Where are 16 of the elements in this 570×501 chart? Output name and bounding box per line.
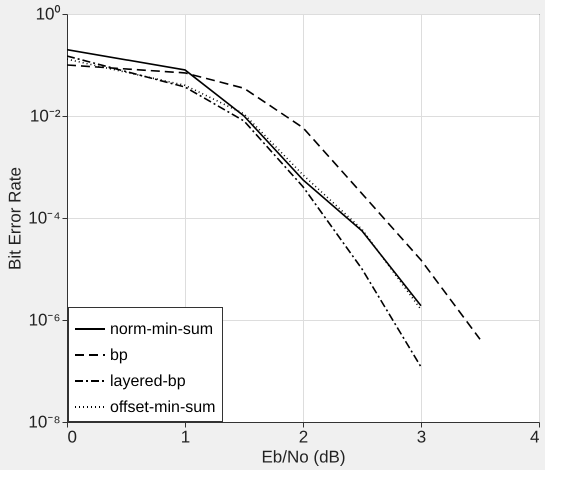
legend-label: norm-min-sum (110, 321, 214, 338)
x-axis-title: Eb/No (dB) (261, 448, 346, 466)
x-tick-label: 1 (180, 428, 190, 446)
legend-label: bp (110, 347, 128, 364)
x-tick-label: 2 (298, 428, 308, 446)
y-tick-label: 10⁻⁴ (28, 208, 60, 228)
y-tick-label: 10⁻⁸ (28, 412, 60, 432)
x-tick-label: 4 (530, 428, 540, 446)
y-tick-label: 10⁻⁶ (28, 310, 60, 330)
x-tick-label: 3 (416, 428, 426, 446)
y-tick-label: 10⁰ (36, 4, 60, 24)
y-axis-title: Bit Error Rate (5, 167, 24, 270)
x-tick-label: 0 (68, 428, 77, 446)
legend-label: offset-min-sum (110, 399, 216, 416)
y-tick-label: 10⁻² (30, 106, 61, 126)
legend-label: layered-bp (110, 373, 186, 390)
